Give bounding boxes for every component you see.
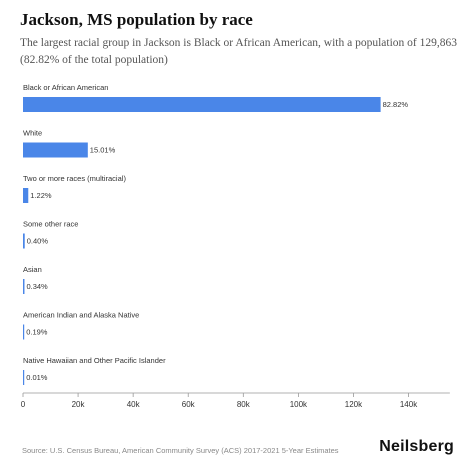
data-label: 0.40%	[27, 237, 49, 246]
category-label: White	[23, 129, 42, 138]
category-label: Two or more races (multiracial)	[23, 174, 126, 183]
category-label: Some other race	[23, 220, 78, 229]
data-label: 0.34%	[26, 282, 48, 291]
x-tick-label: 40k	[127, 400, 141, 409]
x-tick-label: 80k	[237, 400, 251, 409]
chart-subtitle: The largest racial group in Jackson is B…	[20, 37, 457, 66]
x-tick-label: 0	[21, 400, 26, 409]
bar	[23, 142, 88, 158]
bar	[23, 324, 25, 340]
bar	[23, 97, 381, 112]
data-label: 82.82%	[383, 100, 409, 109]
bar	[23, 188, 29, 203]
bar	[23, 370, 25, 385]
category-label: Black or African American	[23, 83, 108, 92]
data-label: 1.22%	[30, 191, 52, 200]
x-tick-label: 100k	[290, 400, 308, 409]
source-note: Source: U.S. Census Bureau, American Com…	[22, 446, 339, 455]
data-label: 0.01%	[26, 373, 48, 382]
x-tick-label: 60k	[182, 400, 196, 409]
bar	[23, 279, 25, 294]
x-tick-label: 20k	[72, 400, 86, 409]
x-tick-label: 140k	[400, 400, 418, 409]
brand-logo: Neilsberg	[379, 438, 454, 455]
bar	[23, 233, 25, 249]
category-label: American Indian and Alaska Native	[23, 311, 139, 320]
x-tick-label: 120k	[345, 400, 363, 409]
chart-title: Jackson, MS population by race	[20, 10, 253, 29]
category-label: Asian	[23, 265, 42, 274]
data-label: 15.01%	[90, 146, 116, 155]
data-label: 0.19%	[26, 328, 48, 337]
category-label: Native Hawaiian and Other Pacific Island…	[23, 356, 166, 365]
